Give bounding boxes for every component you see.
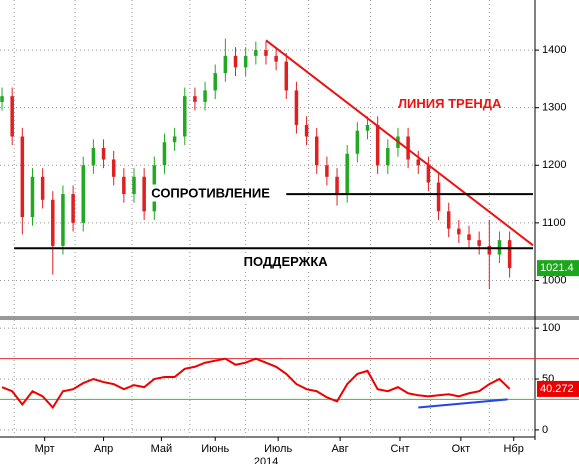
candle-body <box>325 165 329 177</box>
annotation: ПОДДЕРЖКА <box>244 254 329 269</box>
candle-body <box>30 176 35 218</box>
candle-body <box>487 245 492 255</box>
candle-body <box>365 124 370 131</box>
trend-line <box>265 39 534 247</box>
x-tick-label: Мрт <box>35 443 55 455</box>
year-label: 2014 <box>254 456 278 464</box>
candle-body <box>294 90 299 125</box>
candle-body <box>436 182 441 212</box>
candle-body <box>81 165 85 223</box>
y-tick-label: 1100 <box>542 217 566 229</box>
candle-body <box>122 176 126 195</box>
candle-body <box>20 136 25 218</box>
candle-body <box>172 136 177 143</box>
trend-line <box>418 398 508 409</box>
candle-body <box>233 55 238 68</box>
candle-body <box>304 124 309 137</box>
annotation-bg <box>241 253 331 271</box>
x-tick-label: Нбр <box>503 443 523 455</box>
candle-body <box>375 124 380 166</box>
candle-body <box>416 159 421 166</box>
candle-body <box>314 136 319 166</box>
candle-body <box>142 176 146 212</box>
x-tick-label: Июль <box>264 443 292 455</box>
candle-body <box>457 228 461 235</box>
last-value-label: 40.272 <box>540 383 574 395</box>
candle-body <box>132 176 136 195</box>
candle-body <box>477 240 481 246</box>
y-tick-label: 1200 <box>542 159 566 171</box>
candle-body <box>0 96 4 102</box>
candle-body <box>71 194 75 223</box>
candle-body <box>213 73 217 91</box>
candle-body <box>193 96 197 102</box>
last-value-box <box>537 260 579 277</box>
candle-body <box>243 55 248 68</box>
candle-body <box>386 147 390 166</box>
candle-body <box>162 142 167 166</box>
y-tick-label: 100 <box>542 322 560 334</box>
y-tick-label: 0 <box>542 424 548 436</box>
candle-body <box>335 176 339 195</box>
annotation-bg <box>149 184 273 202</box>
candle-body <box>355 130 360 154</box>
x-tick-label: Окт <box>452 443 471 455</box>
candle-body <box>10 96 14 137</box>
candle-body <box>183 96 187 137</box>
x-tick-label: Июнь <box>201 443 229 455</box>
rsi-line <box>1 357 511 410</box>
annotation: СОПРОТИВЛЕНИЕ <box>151 186 270 201</box>
candle-body <box>274 55 278 62</box>
x-tick-label: Снт <box>390 443 409 455</box>
candle-body <box>203 90 207 102</box>
x-tick-label: Авг <box>331 443 348 455</box>
last-value-label: 1021.4 <box>540 262 574 274</box>
candle-body <box>467 234 471 241</box>
candle-body <box>91 147 96 166</box>
candle-body <box>101 147 106 160</box>
candle-body <box>507 240 512 269</box>
annotation-bg <box>395 95 505 113</box>
candle-body <box>254 50 258 56</box>
y-tick-label: 1400 <box>542 44 566 56</box>
candle-body <box>61 194 65 246</box>
x-tick-label: Апр <box>94 443 113 455</box>
candle-body <box>40 176 45 200</box>
candle-body <box>406 136 410 160</box>
candle-body <box>264 50 268 56</box>
y-tick-label: 1300 <box>542 102 566 114</box>
candle-body <box>446 211 451 229</box>
x-tick-label: Май <box>151 443 173 455</box>
candle-body <box>223 55 228 74</box>
candle-body <box>426 165 431 183</box>
candle-body <box>51 199 55 246</box>
last-value-box <box>537 380 579 397</box>
candle-body <box>345 153 349 195</box>
candle-body <box>284 61 289 91</box>
y-tick-label: 1000 <box>542 274 566 286</box>
annotation: ЛИНИЯ ТРЕНДА <box>398 96 502 111</box>
candle-body <box>111 159 116 177</box>
